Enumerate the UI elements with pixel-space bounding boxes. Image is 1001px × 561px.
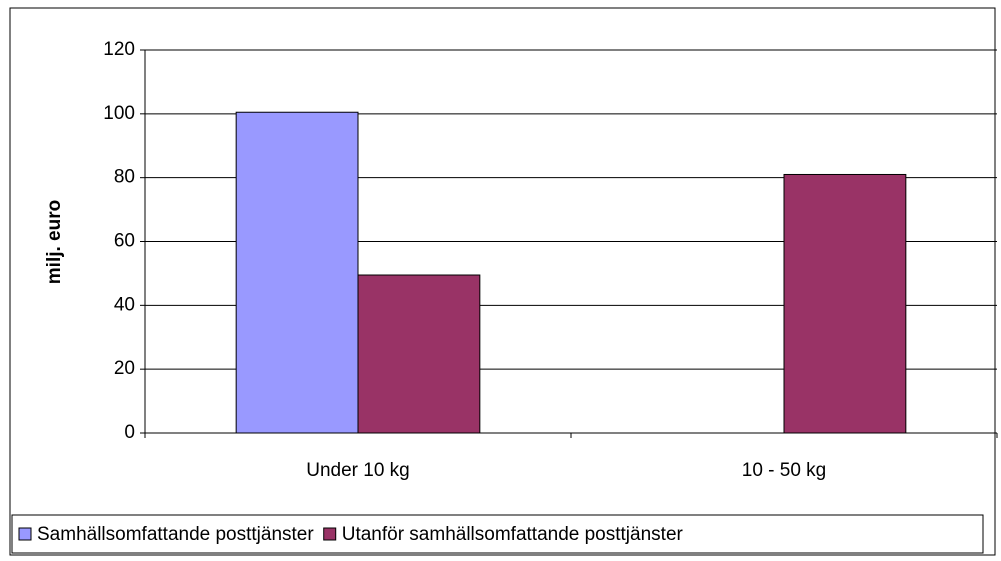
legend-swatch (18, 527, 32, 541)
x-tick-label: Under 10 kg (306, 460, 410, 481)
bar (783, 173, 907, 434)
legend-label: Samhällsomfattande posttjänster (37, 524, 314, 545)
legend-label: Utanför samhällsomfattande posttjänster (342, 524, 684, 545)
legend-box (11, 514, 984, 554)
y-tick-label: 60 (114, 231, 135, 252)
y-tick-label: 120 (103, 39, 135, 60)
y-tick-label: 40 (114, 294, 135, 315)
x-tick-label: 10 - 50 kg (742, 460, 827, 481)
bar (357, 274, 481, 434)
bar (235, 111, 359, 434)
y-tick-label: 80 (114, 167, 135, 188)
y-tick-label: 20 (114, 358, 135, 379)
y-axis-label: milj. euro (44, 200, 65, 284)
y-tick-label: 100 (103, 103, 135, 124)
legend-swatch (323, 527, 337, 541)
y-tick-label: 0 (124, 422, 135, 443)
